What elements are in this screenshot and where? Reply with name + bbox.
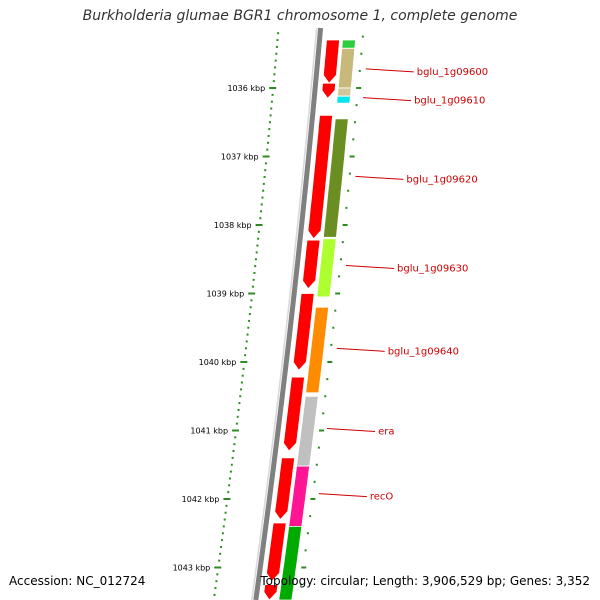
gene-label: bglu_1g09600 <box>417 67 488 78</box>
cds-arrow <box>307 115 334 240</box>
ruler-tick <box>223 498 231 500</box>
backbone-shadow <box>251 27 318 600</box>
ruler-tick-label: 1042 kbp <box>182 495 220 504</box>
ruler-tick-label: 1037 kbp <box>221 153 259 162</box>
ruler-tick <box>232 429 240 432</box>
gene-label: bglu_1g09640 <box>388 346 459 357</box>
gene-label: bglu_1g09610 <box>414 96 485 107</box>
feature-block <box>336 95 351 104</box>
ruler-tick <box>248 292 256 295</box>
feature-track <box>278 39 356 600</box>
gene-labels: bglu_1g09600 bglu_1g09610 bglu_1g09620bglu… <box>318 67 488 503</box>
cds-arrow <box>283 376 306 452</box>
ruler-tick <box>255 224 263 226</box>
feature-block <box>316 238 337 298</box>
feature-block <box>322 118 349 238</box>
cds-arrow <box>263 584 279 600</box>
ruler-tick <box>214 566 222 569</box>
gene-label: bglu_1g09630 <box>397 263 468 274</box>
gene-leader-line <box>346 264 395 269</box>
ruler-tick-label: 1040 kbp <box>199 358 237 367</box>
feature-block <box>337 47 356 89</box>
gene-label: bglu_1g09620 <box>406 174 477 185</box>
gene-leader-line <box>336 347 385 352</box>
ruler-tick <box>262 155 270 158</box>
ruler-tick-label: 1043 kbp <box>173 564 211 573</box>
cds-arrow <box>302 239 321 290</box>
backbone-line <box>253 27 324 600</box>
feature-block <box>341 39 356 49</box>
gene-label: recO <box>370 492 394 503</box>
kbp-ruler: 1036 kbp 1037 kbp 1038 kbp 1039 kbp 1040 kbp… <box>173 32 364 596</box>
gene-leader-line <box>327 428 376 432</box>
cds-arrow <box>274 457 296 521</box>
cds-arrow <box>266 522 287 582</box>
gene-label: era <box>378 427 394 438</box>
feature-block <box>336 87 352 97</box>
cds-track <box>263 39 340 600</box>
ruler-tick-label: 1041 kbp <box>190 427 228 436</box>
ruler-tick-label: 1036 kbp <box>227 84 265 93</box>
gene-leader-line <box>365 68 414 73</box>
cds-arrow <box>321 82 337 99</box>
feature-block <box>305 306 330 394</box>
topology-summary: Topology: circular; Length: 3,906,529 bp… <box>260 574 590 588</box>
chromosome-backbone <box>251 27 324 600</box>
ruler-tick <box>269 87 277 89</box>
map-title: Burkholderia glumae BGR1 chromosome 1, c… <box>82 8 518 24</box>
gene-leader-line <box>355 175 404 180</box>
feature-block <box>278 526 303 600</box>
gene-leader-line <box>318 493 367 498</box>
ruler-tick-label: 1039 kbp <box>206 290 244 299</box>
cds-arrow <box>292 293 315 371</box>
gene-leader-line <box>363 97 412 102</box>
accession-text: Accession: NC_012724 <box>9 574 146 588</box>
ruler-tick <box>240 361 248 363</box>
ruler-tick-label: 1038 kbp <box>214 221 252 230</box>
cds-arrow <box>322 39 340 84</box>
